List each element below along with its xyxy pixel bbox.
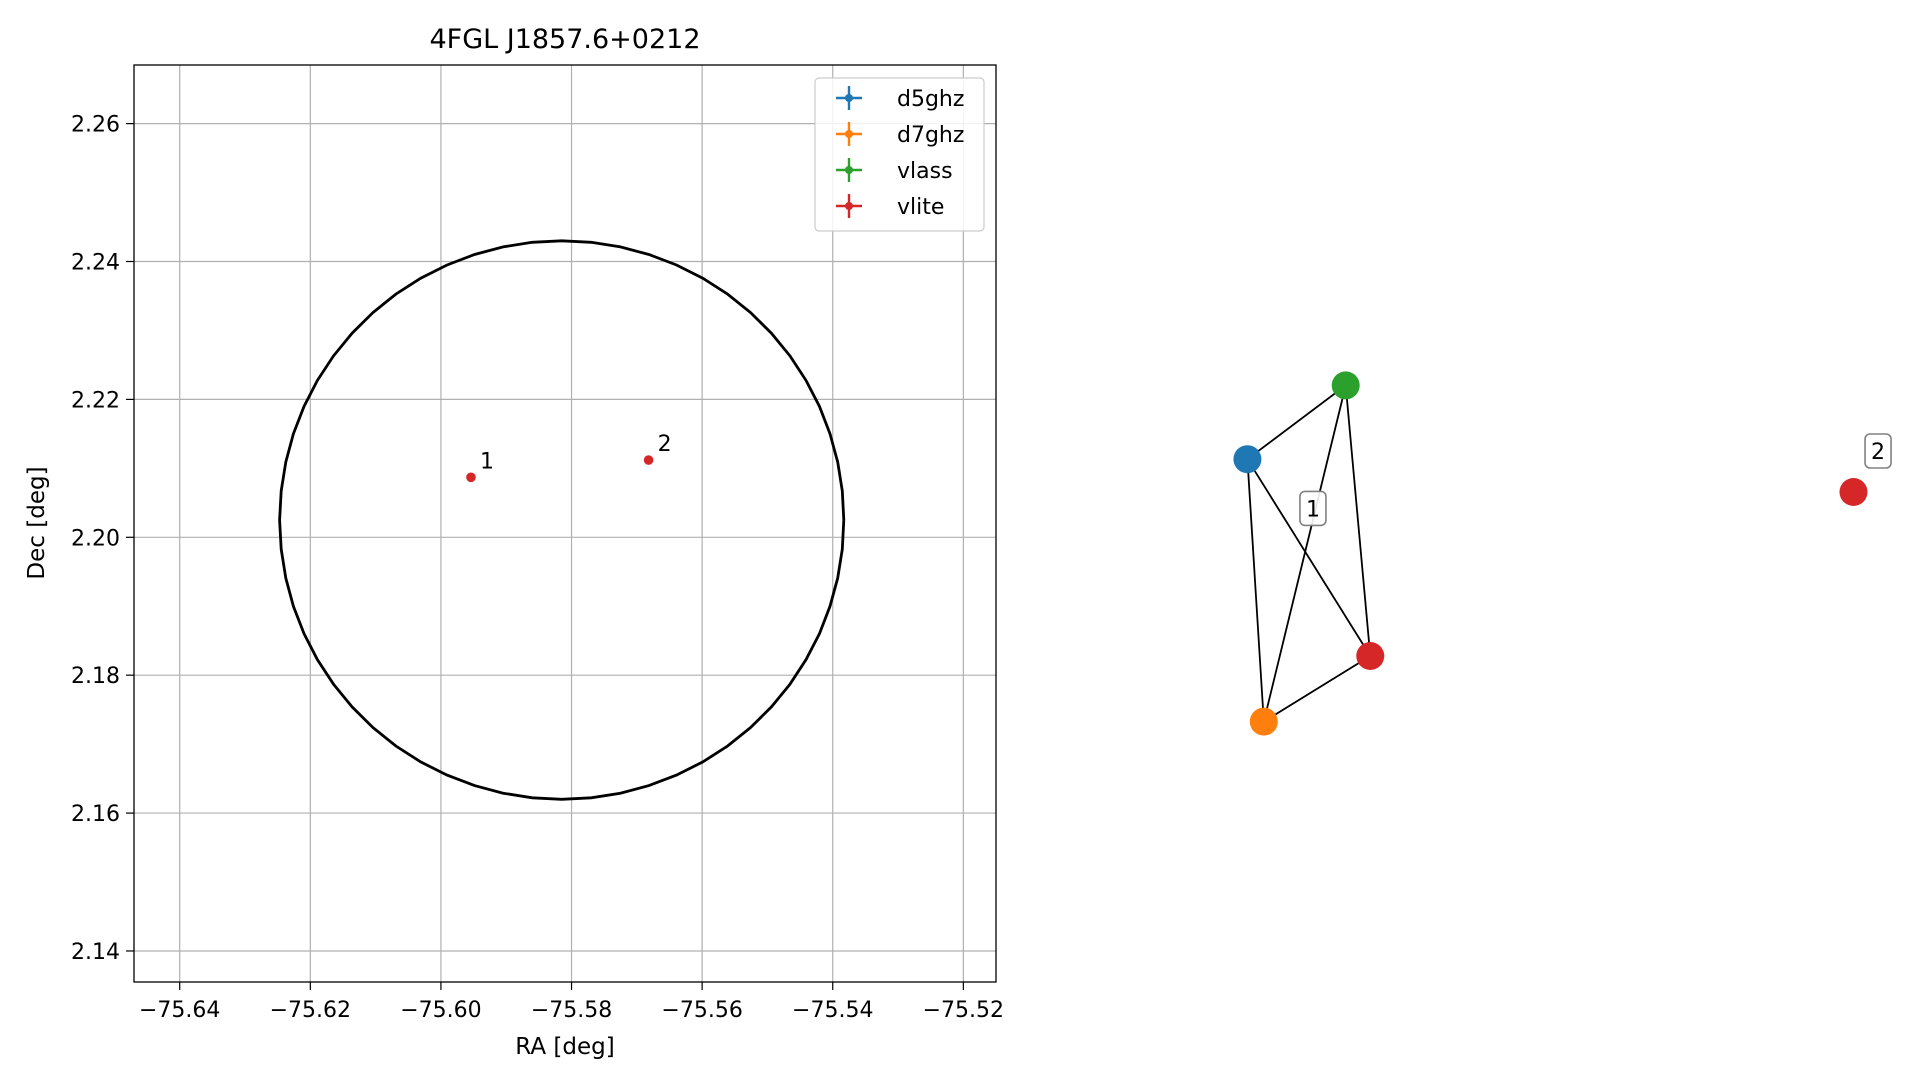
x-tick-label: −75.58 xyxy=(531,998,612,1023)
x-tick-label: −75.56 xyxy=(661,998,742,1023)
diagram-node xyxy=(1249,707,1278,736)
x-tick-label: −75.54 xyxy=(792,998,873,1023)
legend-box xyxy=(814,77,985,232)
source-point xyxy=(643,455,654,465)
y-tick-label: 2.26 xyxy=(71,113,120,138)
legend-item: vlass xyxy=(836,158,953,184)
source-point xyxy=(466,472,476,483)
diagram-label-text: 2 xyxy=(1871,440,1885,465)
y-tick-label: 2.16 xyxy=(71,802,120,827)
legend-marker-dot xyxy=(845,166,853,174)
legend-item: d7ghz xyxy=(836,122,964,148)
diagram-edge xyxy=(1262,385,1347,722)
y-tick-label: 2.20 xyxy=(71,526,120,551)
legend-marker-dot xyxy=(845,94,853,102)
x-tick-label: −75.52 xyxy=(923,998,1004,1023)
x-tick-label: −75.62 xyxy=(270,998,351,1023)
legend: d5ghz d7ghz vlass vlite xyxy=(814,77,985,232)
sky-position-chart: 12 −75.64 −75.62 −75.60 −75.58 −75.56 −75.54−… xyxy=(24,24,1004,1060)
diagram-node xyxy=(1233,445,1262,474)
diagram-edges xyxy=(1246,384,1372,723)
diagram-group-labels: 12 xyxy=(1299,433,1892,527)
diagram-edge xyxy=(1263,655,1371,723)
diagram-node xyxy=(1839,478,1868,506)
association-diagram: 12 xyxy=(1233,371,1892,736)
diagram-group-label: 2 xyxy=(1864,433,1892,469)
beam-ellipse xyxy=(278,239,846,801)
diagram-edge xyxy=(1344,385,1372,657)
legend-item: vlite xyxy=(836,194,944,220)
legend-label: d7ghz xyxy=(897,123,964,148)
y-tick-label: 2.14 xyxy=(71,940,120,965)
source-point-label: 2 xyxy=(658,432,672,457)
x-tick-label: −75.60 xyxy=(400,998,481,1023)
plot-frame xyxy=(133,64,997,983)
legend-item: d5ghz xyxy=(836,86,964,112)
legend-marker-dot xyxy=(845,202,853,210)
legend-label: vlite xyxy=(897,195,944,220)
x-axis-label: RA [deg] xyxy=(515,1034,614,1060)
diagram-label-box xyxy=(1299,490,1327,527)
x-axis-ticks: −75.64 −75.62 −75.60 −75.58 −75.56 −75.54 −75.… xyxy=(139,982,1004,1023)
legend-marker-dot xyxy=(845,130,853,138)
diagram-label-box xyxy=(1864,433,1892,469)
confidence-ellipse xyxy=(278,239,846,801)
diagram-nodes xyxy=(1233,371,1868,736)
x-tick-label: −75.64 xyxy=(139,998,220,1023)
y-tick-label: 2.18 xyxy=(71,664,120,689)
y-tick-label: 2.22 xyxy=(71,388,120,413)
diagram-label-text: 1 xyxy=(1306,497,1320,522)
diagram-edge xyxy=(1246,458,1372,657)
chart-title: 4FGL J1857.6+0212 xyxy=(429,24,700,55)
diagram-node xyxy=(1356,642,1385,670)
source-point-label: 1 xyxy=(480,449,494,474)
legend-label: vlass xyxy=(897,159,953,184)
y-axis-label: Dec [deg] xyxy=(24,466,50,579)
legend-label: d5ghz xyxy=(897,87,964,112)
diagram-node xyxy=(1331,371,1360,400)
diagram-edge xyxy=(1246,384,1347,460)
y-tick-label: 2.24 xyxy=(71,251,120,276)
diagram-group-label: 1 xyxy=(1299,490,1327,527)
y-axis-ticks: 2.14 2.16 2.18 2.20 2.22 2.24 2.26 xyxy=(71,113,134,965)
diagram-edge xyxy=(1246,459,1265,722)
grid-lines xyxy=(134,65,996,982)
source-points: 12 xyxy=(466,432,672,483)
